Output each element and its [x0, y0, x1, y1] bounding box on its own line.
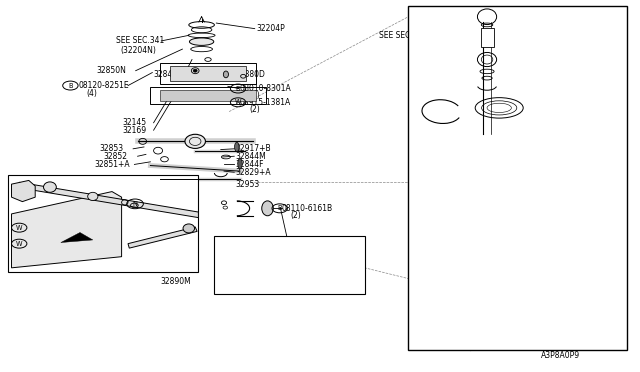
Text: 32185: 32185 [256, 237, 280, 246]
Text: 32204P: 32204P [256, 24, 285, 33]
Text: 32917+A: 32917+A [33, 176, 69, 185]
Text: J: J [186, 222, 188, 231]
Polygon shape [128, 227, 197, 248]
Text: RING(1): RING(1) [278, 257, 308, 266]
Text: (2): (2) [290, 211, 301, 220]
Text: 32829+A: 32829+A [236, 168, 271, 177]
Ellipse shape [238, 158, 243, 169]
Bar [214, 236, 365, 294]
Text: 32184: 32184 [220, 243, 244, 252]
Text: 08915-1381A: 08915-1381A [240, 98, 291, 107]
Text: 32849: 32849 [154, 70, 178, 79]
Text: (1): (1) [32, 231, 43, 240]
Text: 32890M: 32890M [160, 278, 191, 286]
Text: 32850N: 32850N [96, 66, 126, 75]
Text: 32180H: 32180H [243, 256, 273, 265]
Text: B: B [277, 205, 282, 211]
Ellipse shape [234, 142, 239, 152]
Text: 32853: 32853 [99, 144, 124, 153]
Text: 32183: 32183 [220, 249, 244, 258]
Bar [408, 6, 627, 350]
Text: A3P8A0P9: A3P8A0P9 [541, 351, 580, 360]
Text: 0B010-8301A: 0B010-8301A [240, 84, 292, 93]
Polygon shape [12, 192, 122, 268]
Polygon shape [61, 232, 93, 243]
Text: [0695-: [0695- [128, 222, 153, 231]
Polygon shape [19, 182, 198, 218]
Text: SEE SEC.341: SEE SEC.341 [379, 31, 427, 40]
Text: (2): (2) [250, 105, 260, 114]
Ellipse shape [189, 38, 214, 45]
Text: 32890: 32890 [40, 199, 64, 208]
Ellipse shape [262, 201, 273, 216]
Text: (1): (1) [147, 207, 158, 216]
Ellipse shape [185, 134, 205, 148]
Text: W: W [16, 241, 22, 247]
Text: 32169: 32169 [123, 126, 147, 135]
Text: (4): (4) [86, 89, 97, 97]
Text: B: B [236, 86, 241, 92]
Text: 32181: 32181 [314, 243, 337, 252]
Text: W: W [235, 99, 241, 105]
Ellipse shape [88, 192, 98, 201]
Text: 32844F: 32844F [236, 160, 264, 169]
Text: 32880D: 32880D [236, 70, 266, 79]
Text: W: W [16, 225, 22, 231]
Text: 32917+B: 32917+B [236, 144, 271, 153]
Text: SEE SEC.341: SEE SEC.341 [116, 36, 164, 45]
Text: (2): (2) [250, 92, 260, 100]
Text: 32896: 32896 [40, 215, 64, 224]
Bar [481, 28, 494, 46]
Text: (32204N): (32204N) [120, 46, 156, 55]
Text: N: N [132, 201, 138, 207]
Text: 32852: 32852 [159, 187, 183, 196]
Text: 32953: 32953 [236, 180, 260, 189]
Text: 32852: 32852 [104, 152, 128, 161]
Text: 32180: 32180 [266, 284, 289, 293]
Text: B: B [68, 83, 73, 89]
Ellipse shape [223, 71, 228, 78]
Ellipse shape [183, 224, 195, 233]
Text: 32851: 32851 [159, 180, 183, 189]
Polygon shape [12, 180, 35, 202]
Text: 08110-6161B: 08110-6161B [282, 204, 333, 213]
Text: 32851+A: 32851+A [95, 160, 131, 169]
Text: 32844M: 32844M [236, 152, 266, 161]
Text: 00922-50600: 00922-50600 [274, 249, 325, 258]
Text: 08911-20610: 08911-20610 [138, 199, 188, 208]
Text: 08915-13610: 08915-13610 [29, 239, 81, 248]
Text: 32145: 32145 [123, 118, 147, 127]
Bar [8, 175, 198, 272]
Text: 08120-8251E: 08120-8251E [78, 81, 129, 90]
Polygon shape [170, 66, 246, 81]
Text: 08915-53610: 08915-53610 [29, 223, 81, 232]
Ellipse shape [44, 182, 56, 192]
Polygon shape [160, 90, 256, 101]
Ellipse shape [193, 69, 197, 72]
Text: (1): (1) [32, 247, 43, 256]
